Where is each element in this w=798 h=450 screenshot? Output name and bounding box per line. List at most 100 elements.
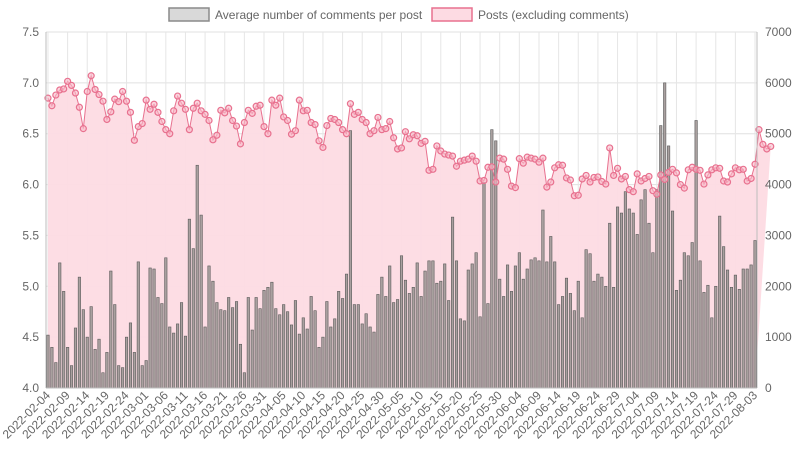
- point-posts[interactable]: [747, 174, 755, 183]
- point-posts[interactable]: [205, 116, 213, 125]
- point-posts[interactable]: [256, 101, 264, 109]
- bar-comments[interactable]: [73, 327, 77, 389]
- point-posts[interactable]: [657, 171, 665, 179]
- point-posts[interactable]: [633, 170, 641, 178]
- point-posts[interactable]: [193, 99, 201, 107]
- bar-comments[interactable]: [631, 212, 635, 389]
- bar-comments[interactable]: [309, 296, 313, 389]
- bar-comments[interactable]: [297, 333, 301, 389]
- point-posts[interactable]: [413, 132, 421, 140]
- point-posts[interactable]: [500, 155, 508, 163]
- point-posts[interactable]: [382, 125, 390, 133]
- point-posts[interactable]: [295, 96, 303, 104]
- point-posts[interactable]: [185, 126, 193, 134]
- bar-comments[interactable]: [458, 318, 462, 389]
- bar-comments[interactable]: [352, 304, 356, 389]
- bar-comments[interactable]: [54, 362, 58, 389]
- bar-comments[interactable]: [517, 252, 521, 389]
- bar-comments[interactable]: [454, 260, 459, 389]
- point-posts[interactable]: [759, 140, 767, 148]
- point-posts[interactable]: [515, 155, 523, 163]
- bar-comments[interactable]: [77, 276, 81, 389]
- bar-comments[interactable]: [172, 332, 176, 389]
- bar-comments[interactable]: [521, 278, 525, 389]
- bar-comments[interactable]: [384, 296, 388, 389]
- bar-comments[interactable]: [718, 215, 722, 389]
- bar-comments[interactable]: [376, 294, 380, 389]
- bar-comments[interactable]: [50, 347, 54, 389]
- point-posts[interactable]: [166, 130, 174, 138]
- bar-comments[interactable]: [321, 336, 325, 389]
- bar-comments[interactable]: [148, 267, 152, 389]
- point-posts[interactable]: [272, 101, 280, 109]
- bar-comments[interactable]: [317, 347, 321, 389]
- bar-comments[interactable]: [140, 365, 144, 389]
- bar-comments[interactable]: [753, 240, 757, 389]
- bar-comments[interactable]: [234, 301, 239, 389]
- bar-comments[interactable]: [293, 300, 297, 389]
- bar-comments[interactable]: [93, 349, 97, 389]
- bar-comments[interactable]: [136, 261, 140, 389]
- point-posts[interactable]: [429, 165, 437, 173]
- bar-comments[interactable]: [584, 249, 588, 389]
- bar-comments[interactable]: [431, 260, 435, 389]
- point-posts[interactable]: [653, 190, 661, 198]
- bar-comments[interactable]: [289, 324, 294, 389]
- bar-comments[interactable]: [156, 297, 160, 389]
- bar-comments[interactable]: [89, 306, 93, 389]
- bar-comments[interactable]: [439, 280, 443, 389]
- point-posts[interactable]: [71, 89, 80, 97]
- point-posts[interactable]: [488, 163, 496, 171]
- point-posts[interactable]: [236, 140, 245, 148]
- point-posts[interactable]: [276, 94, 284, 102]
- bar-comments[interactable]: [627, 208, 631, 389]
- bar-comments[interactable]: [223, 310, 227, 389]
- bar-comments[interactable]: [211, 280, 215, 389]
- bar-comments[interactable]: [286, 311, 290, 389]
- bar-comments[interactable]: [651, 252, 655, 389]
- point-posts[interactable]: [154, 108, 162, 116]
- bar-comments[interactable]: [356, 304, 360, 389]
- bar-comments[interactable]: [682, 252, 686, 389]
- bar-comments[interactable]: [250, 329, 254, 389]
- point-posts[interactable]: [122, 97, 131, 105]
- bar-comments[interactable]: [737, 289, 741, 389]
- bar-comments[interactable]: [388, 265, 392, 389]
- bar-comments[interactable]: [506, 264, 510, 389]
- point-posts[interactable]: [130, 136, 138, 144]
- point-posts[interactable]: [519, 159, 527, 167]
- bar-comments[interactable]: [659, 125, 663, 389]
- point-posts[interactable]: [480, 176, 488, 185]
- bar-comments[interactable]: [529, 259, 533, 389]
- bar-comments[interactable]: [199, 214, 203, 389]
- bar-comments[interactable]: [616, 206, 620, 389]
- point-posts[interactable]: [452, 162, 461, 170]
- bar-comments[interactable]: [238, 343, 242, 389]
- point-posts[interactable]: [621, 172, 630, 181]
- point-posts[interactable]: [323, 121, 331, 130]
- point-posts[interactable]: [672, 169, 681, 177]
- point-posts[interactable]: [177, 99, 186, 107]
- point-posts[interactable]: [558, 161, 567, 169]
- bar-comments[interactable]: [639, 199, 643, 389]
- bar-comments[interactable]: [152, 268, 156, 389]
- bar-comments[interactable]: [537, 260, 541, 389]
- bar-comments[interactable]: [588, 253, 592, 389]
- bar-comments[interactable]: [329, 326, 333, 389]
- bar-comments[interactable]: [663, 82, 667, 389]
- bar-comments[interactable]: [419, 296, 423, 389]
- bar-comments[interactable]: [164, 257, 168, 389]
- bar-comments[interactable]: [509, 291, 514, 389]
- bar-comments[interactable]: [427, 260, 431, 389]
- point-posts[interactable]: [716, 164, 724, 172]
- bar-comments[interactable]: [466, 269, 470, 389]
- bar-comments[interactable]: [270, 281, 274, 389]
- point-posts[interactable]: [586, 178, 594, 186]
- bar-comments[interactable]: [478, 316, 482, 389]
- point-posts[interactable]: [543, 183, 551, 191]
- bar-comments[interactable]: [580, 317, 584, 389]
- bar-comments[interactable]: [407, 293, 411, 389]
- point-posts[interactable]: [421, 137, 429, 145]
- bar-comments[interactable]: [262, 290, 266, 389]
- legend-item-comments[interactable]: Average number of comments per post: [168, 7, 423, 22]
